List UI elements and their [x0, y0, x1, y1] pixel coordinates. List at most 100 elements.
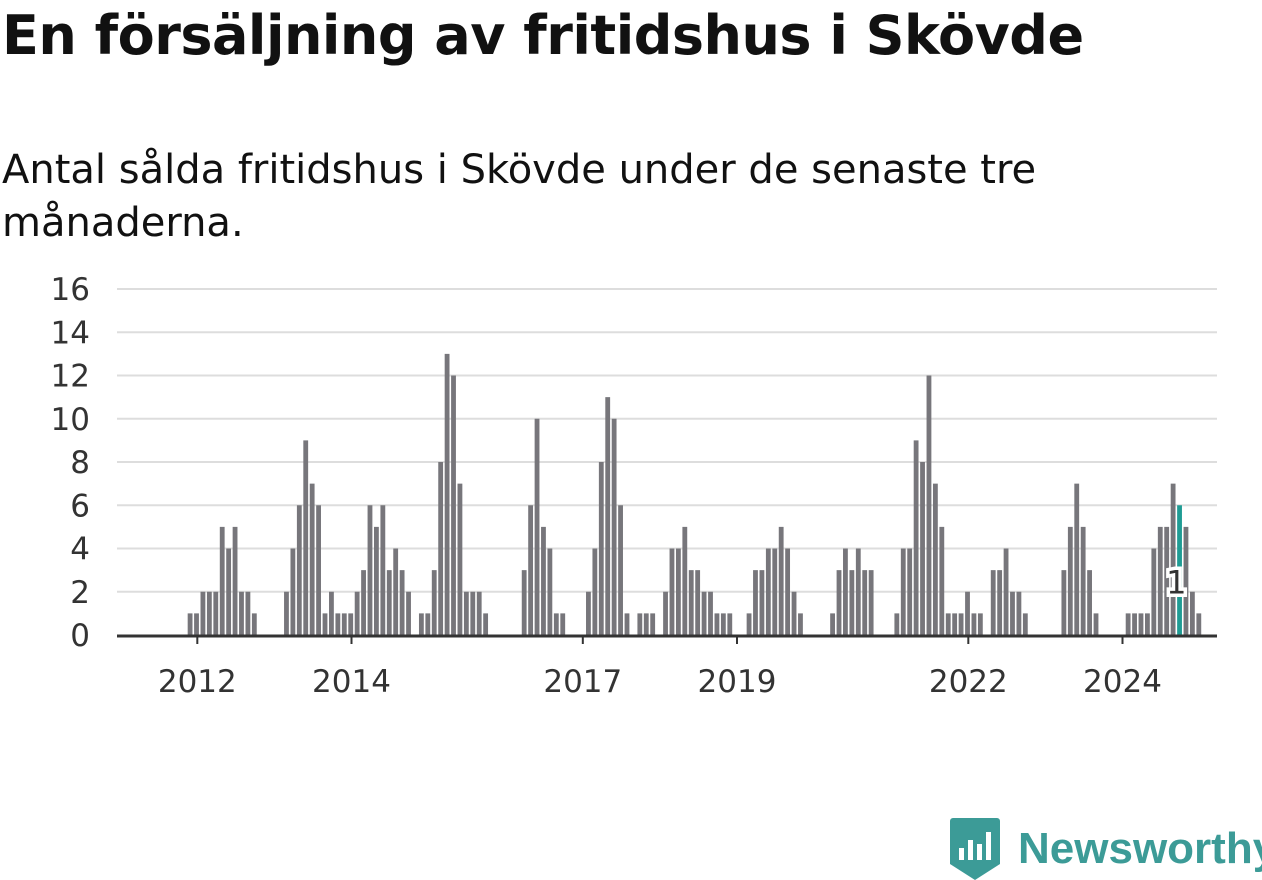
- bar: [611, 418, 617, 635]
- bar: [329, 591, 334, 635]
- bar: [785, 548, 791, 635]
- bar: [663, 591, 668, 635]
- bar: [1061, 570, 1067, 636]
- bar: [560, 613, 566, 636]
- bar: [206, 591, 212, 635]
- bar: [997, 570, 1003, 636]
- bar: [1145, 613, 1150, 636]
- y-tick-label: 16: [51, 272, 90, 308]
- x-tick-label: 2012: [158, 664, 237, 700]
- x-tick-label: 2024: [1083, 664, 1162, 700]
- x-tick-label: 2014: [312, 664, 391, 700]
- bar: [708, 591, 713, 635]
- y-tick-label: 8: [70, 445, 90, 481]
- bar: [868, 570, 874, 636]
- bar: [952, 613, 958, 636]
- bar: [894, 613, 900, 636]
- bar: [1067, 526, 1073, 636]
- bar: [1132, 613, 1137, 636]
- bar: [1016, 591, 1022, 635]
- highlight-value-label: 1: [1166, 563, 1186, 601]
- bar: [451, 375, 456, 635]
- bar: [341, 613, 347, 636]
- bar: [855, 548, 861, 635]
- y-tick-label: 4: [70, 532, 90, 568]
- x-axis-ticks: 2012 2014 2017 2019 2022 2024: [158, 635, 1162, 700]
- y-tick-label: 6: [70, 488, 90, 524]
- bar: [1138, 613, 1144, 636]
- bar: [521, 570, 527, 636]
- bar-chart: 0 2 4 6 8 10 12 14 16 2012 2014 2017 2019 2022 2024 1: [51, 272, 1217, 700]
- bar: [553, 613, 559, 636]
- y-tick-label: 2: [70, 575, 90, 611]
- bar: [226, 548, 232, 635]
- bar: [1170, 483, 1176, 636]
- highlight-bar: [1177, 505, 1182, 635]
- bar: [759, 570, 765, 636]
- bar: [1003, 548, 1009, 635]
- annotations: 1: [1163, 560, 1190, 605]
- bar: [296, 505, 302, 635]
- bar: [907, 548, 913, 635]
- bar: [361, 570, 366, 636]
- bar: [958, 613, 964, 636]
- bar: [1183, 526, 1189, 636]
- bar: [541, 526, 546, 636]
- bar: [990, 570, 996, 636]
- bar: [586, 591, 591, 635]
- bar: [1189, 591, 1195, 635]
- bar: [753, 570, 758, 636]
- bar: [470, 591, 476, 635]
- bar: [418, 613, 424, 636]
- bar: [862, 570, 868, 636]
- bar: [650, 613, 656, 636]
- bar: [303, 440, 309, 636]
- bar: [701, 591, 707, 635]
- x-tick-label: 2022: [929, 664, 1008, 700]
- bar: [830, 613, 835, 636]
- bar: [849, 570, 855, 636]
- bar: [316, 505, 321, 635]
- bar: [1093, 613, 1099, 636]
- y-axis-ticks: 0 2 4 6 8 10 12 14 16: [51, 272, 90, 654]
- chart-title: En försäljning av fritidshus i Skövde: [2, 4, 1084, 67]
- brand-name: Newsworthy: [1018, 824, 1262, 873]
- bar: [406, 591, 411, 635]
- bar: [1010, 591, 1015, 635]
- bar: [618, 505, 623, 635]
- bar: [592, 548, 598, 635]
- bar: [322, 613, 328, 636]
- bar: [926, 375, 932, 635]
- bar: [290, 548, 296, 635]
- bar: [932, 483, 938, 636]
- bar: [213, 591, 219, 635]
- bar: [528, 505, 534, 635]
- bar: [746, 613, 752, 636]
- bar: [431, 570, 437, 636]
- bar: [695, 570, 701, 636]
- bar: [965, 591, 970, 635]
- bar: [425, 613, 431, 636]
- bar: [720, 613, 726, 636]
- bar: [643, 613, 649, 636]
- bar: [913, 440, 919, 636]
- bar: [335, 613, 341, 636]
- bar: [637, 613, 643, 636]
- bar: [1074, 483, 1080, 636]
- bar: [669, 548, 675, 635]
- bar: [682, 526, 688, 636]
- bar: [374, 526, 379, 636]
- chart-subtitle: Antal sålda fritidshus i Skövde under de…: [2, 147, 1037, 246]
- bar: [675, 548, 681, 635]
- bar: [843, 548, 848, 635]
- bar: [200, 591, 206, 635]
- bar: [688, 570, 694, 636]
- bar: [232, 526, 238, 636]
- bar: [444, 353, 450, 636]
- bar: [438, 462, 444, 635]
- bar: [1125, 613, 1131, 636]
- bar: [187, 613, 193, 636]
- y-tick-label: 12: [51, 359, 90, 395]
- y-tick-label: 0: [70, 618, 90, 654]
- y-tick-label: 10: [51, 402, 90, 438]
